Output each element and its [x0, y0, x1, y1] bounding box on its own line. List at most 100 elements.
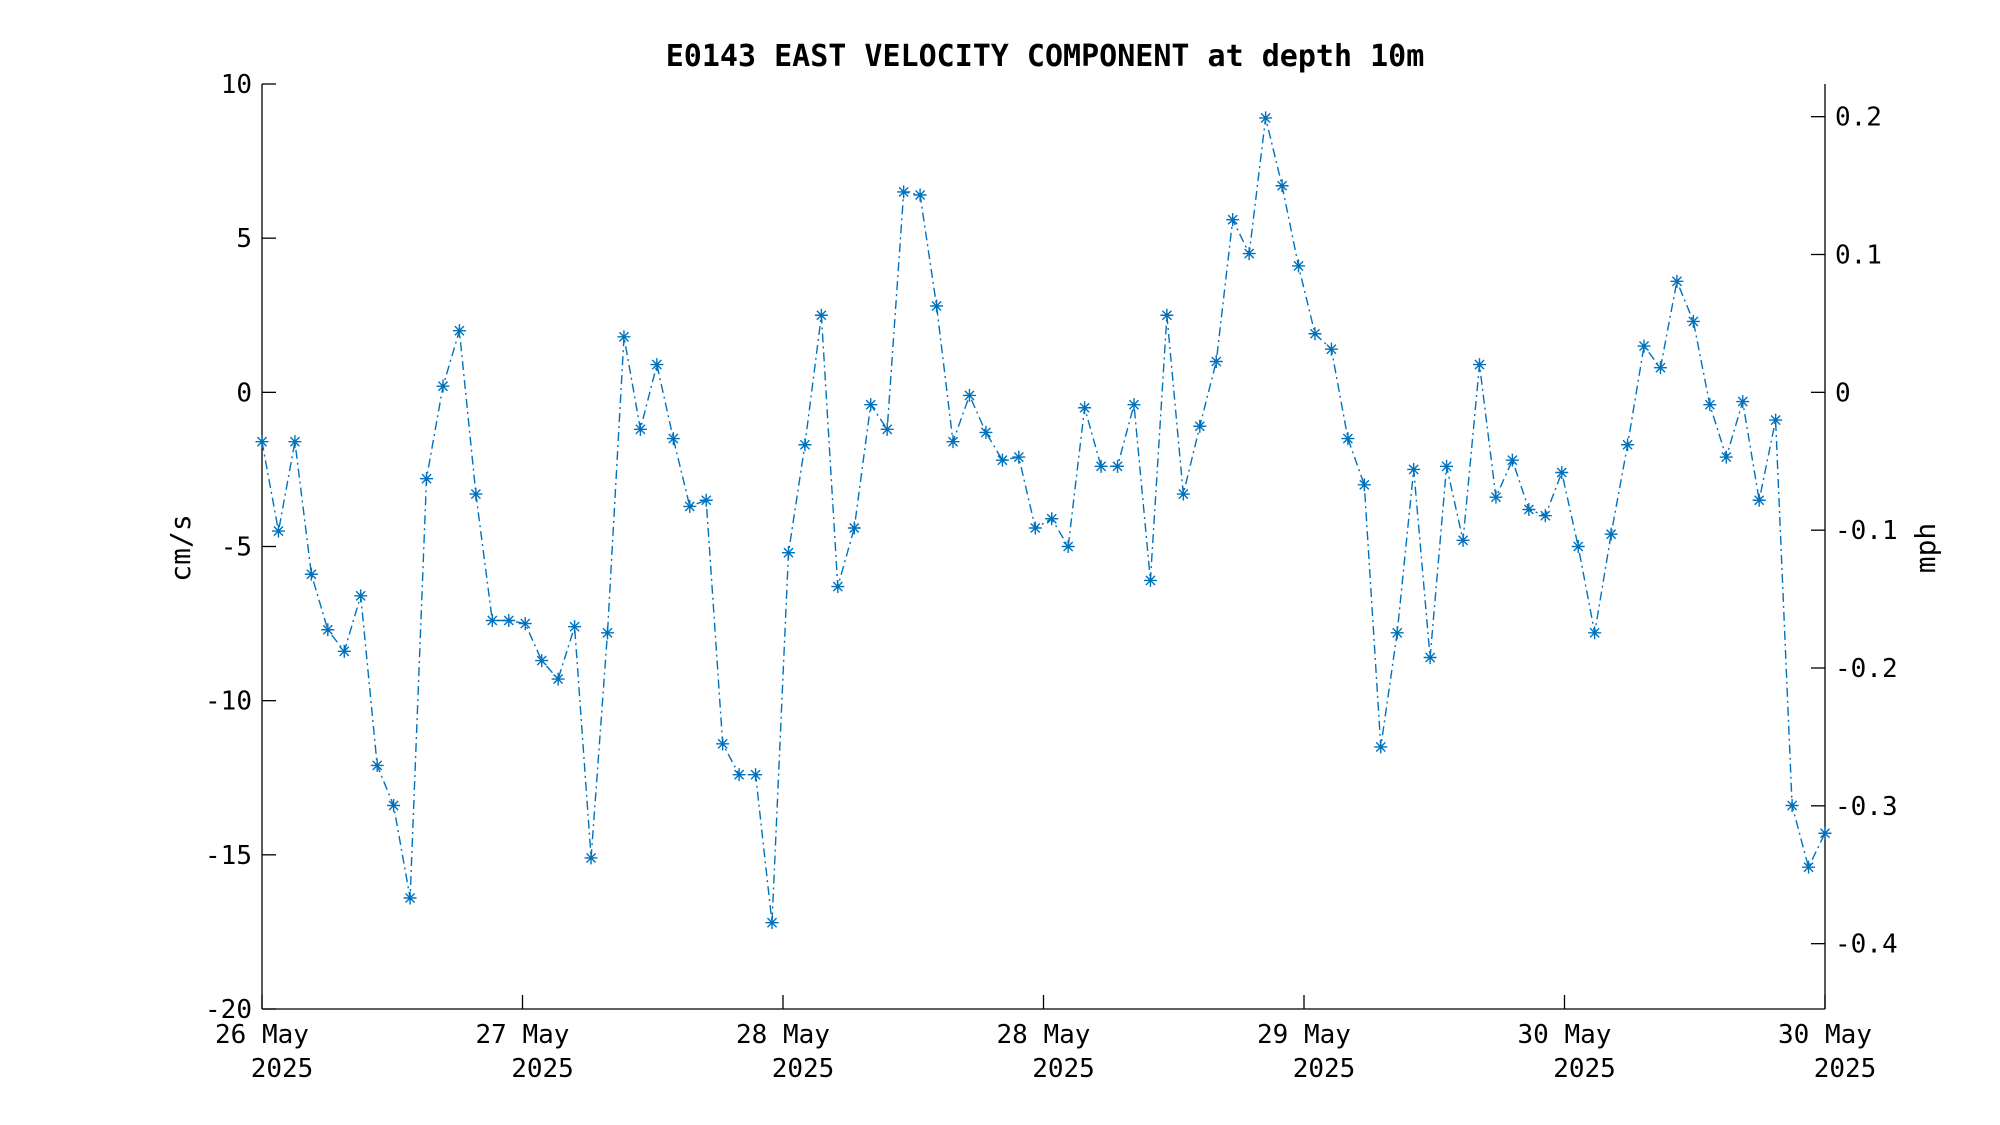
- data-point-marker: [304, 567, 318, 581]
- data-point-marker: [518, 617, 532, 631]
- data-point-marker: [584, 851, 598, 865]
- data-point-marker: [1259, 111, 1273, 125]
- data-point-marker: [1456, 533, 1470, 547]
- y2-tick-label: -0.2: [1835, 654, 1898, 684]
- data-point-marker: [732, 768, 746, 782]
- data-point-marker: [1028, 521, 1042, 535]
- data-point-marker: [1209, 355, 1223, 368]
- data-point-marker: [781, 546, 795, 560]
- y2-tick-label: -0.4: [1835, 930, 1898, 960]
- data-point-marker: [699, 493, 713, 507]
- data-point-marker: [683, 499, 697, 513]
- x-tick-label-year: 2025: [772, 1054, 835, 1084]
- data-point-marker: [1160, 308, 1174, 322]
- x-tick-label-year: 2025: [1032, 1054, 1095, 1084]
- data-point-marker: [1785, 799, 1799, 812]
- data-point-marker: [1275, 179, 1289, 193]
- y-axis-label: cm/s: [164, 514, 197, 581]
- y2-axis-label: mph: [1909, 523, 1942, 574]
- data-point-marker: [321, 623, 335, 637]
- y2-tick-label: 0.1: [1835, 240, 1882, 270]
- data-point-marker: [814, 308, 828, 322]
- y2-tick-label: 0.2: [1835, 103, 1882, 133]
- data-point-marker: [1143, 573, 1157, 587]
- data-point-marker: [1423, 651, 1437, 664]
- data-point-marker: [1226, 213, 1240, 227]
- x-tick-label-year: 2025: [1553, 1054, 1616, 1084]
- data-point-marker: [617, 330, 631, 344]
- data-point-marker: [1045, 512, 1059, 526]
- data-point-marker: [962, 388, 976, 402]
- data-point-marker: [1440, 459, 1454, 473]
- data-point-marker: [1703, 398, 1717, 412]
- data-point-marker: [1308, 327, 1322, 341]
- data-point-marker: [666, 432, 680, 446]
- data-point-marker: [1094, 459, 1108, 473]
- data-point-marker: [1588, 626, 1602, 640]
- data-point-marker: [1111, 459, 1125, 473]
- y-tick-label: -10: [205, 687, 252, 717]
- data-point-marker: [716, 737, 730, 751]
- x-tick-label-day: 29 May: [1257, 1020, 1351, 1050]
- data-point-marker: [995, 453, 1009, 467]
- data-point-marker: [749, 768, 763, 782]
- data-point-marker: [633, 422, 647, 436]
- data-point-marker: [798, 438, 812, 452]
- data-point-marker: [913, 188, 927, 202]
- x-tick-label-year: 2025: [251, 1054, 314, 1084]
- data-point-marker: [1736, 395, 1750, 409]
- data-point-marker: [979, 425, 993, 439]
- data-point-marker: [1621, 438, 1635, 452]
- x-tick-label-year: 2025: [1814, 1054, 1877, 1084]
- data-point-marker: [1193, 419, 1207, 433]
- data-point-marker: [650, 358, 664, 372]
- series-line: [261, 117, 1826, 923]
- data-point-marker: [1686, 314, 1700, 328]
- y2-tick-label: 0: [1835, 378, 1851, 408]
- data-point-marker: [897, 185, 911, 199]
- data-point-marker: [1061, 540, 1075, 553]
- data-point-marker: [1324, 342, 1338, 356]
- x-tick-label-year: 2025: [511, 1054, 574, 1084]
- data-point-marker: [387, 799, 401, 812]
- data-point-marker: [831, 580, 845, 594]
- x-tick-label-day: 28 May: [997, 1020, 1091, 1050]
- y-tick-label: 0: [236, 378, 252, 408]
- data-point-marker: [469, 487, 483, 501]
- data-point-marker: [485, 614, 499, 627]
- data-point-marker: [1670, 274, 1684, 288]
- y-tick-label: -5: [221, 533, 252, 563]
- data-point-marker: [880, 422, 894, 436]
- data-point-marker: [1407, 462, 1421, 476]
- data-point-marker: [1472, 358, 1486, 372]
- data-point-marker: [1374, 740, 1388, 754]
- data-point-marker: [1390, 626, 1404, 640]
- x-tick-label-day: 26 May: [215, 1020, 309, 1050]
- data-point-marker: [420, 472, 434, 486]
- data-point-marker: [1357, 478, 1371, 492]
- data-point-marker: [535, 654, 549, 668]
- chart-title: E0143 EAST VELOCITY COMPONENT at depth 1…: [666, 39, 1425, 74]
- data-point-marker: [1752, 493, 1766, 507]
- data-point-marker: [551, 672, 565, 686]
- y-tick-label: 5: [236, 224, 252, 254]
- data-point-marker: [1604, 527, 1618, 541]
- x-tick-label-day: 30 May: [1778, 1020, 1872, 1050]
- data-point-marker: [1571, 540, 1585, 553]
- data-point-marker: [1538, 509, 1552, 523]
- x-tick-label-day: 27 May: [476, 1020, 570, 1050]
- data-point-marker: [502, 614, 516, 627]
- data-point-marker: [1769, 413, 1783, 427]
- axes: 10 5 0 -5 -10 -15 -20 0.2 0.1 0 -0.1 -0.2 -0.3 -0.4 26…: [205, 70, 1898, 1084]
- x-tick-label-year: 2025: [1293, 1054, 1356, 1084]
- data-point-marker: [1653, 361, 1667, 375]
- y-tick-label: -15: [205, 841, 252, 871]
- data-point-marker: [271, 524, 285, 538]
- data-point-marker: [864, 398, 878, 412]
- data-point-marker: [847, 521, 861, 535]
- y2-tick-label: -0.3: [1835, 792, 1898, 822]
- data-point-marker: [1127, 398, 1141, 412]
- y-tick-label: 10: [221, 70, 252, 100]
- data-point-marker: [337, 644, 351, 658]
